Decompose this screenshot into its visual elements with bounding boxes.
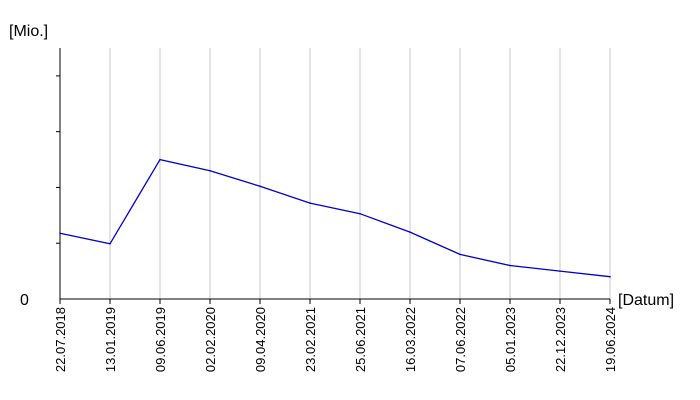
grid-lines bbox=[109, 48, 611, 299]
x-tick-label: 23.02.2021 bbox=[303, 307, 318, 372]
x-tick-label: 02.02.2020 bbox=[203, 307, 218, 372]
data-point bbox=[409, 231, 411, 233]
ticks bbox=[56, 75, 611, 304]
x-tick-label: 25.06.2021 bbox=[353, 307, 368, 372]
y-axis-label: [Mio.] bbox=[9, 23, 48, 40]
x-tick-label: 16.03.2022 bbox=[403, 307, 418, 372]
data-point bbox=[559, 270, 561, 272]
x-tick-label: 19.06.2024 bbox=[603, 307, 618, 372]
data-point bbox=[609, 275, 611, 278]
x-tick-label: 05.01.2023 bbox=[503, 307, 518, 372]
y-tick-label-zero: 0 bbox=[20, 292, 29, 309]
data-point bbox=[159, 158, 161, 161]
data-point bbox=[359, 212, 361, 215]
data-point bbox=[109, 242, 111, 245]
data-point bbox=[259, 185, 261, 188]
x-tick-label: 09.04.2020 bbox=[253, 307, 268, 372]
data-point bbox=[59, 232, 61, 234]
x-tick-labels: 22.07.2018 13.01.2019 09.06.2019 02.02.2020… bbox=[53, 307, 618, 372]
axes bbox=[59, 48, 610, 300]
x-tick-label: 22.12.2023 bbox=[553, 307, 568, 372]
data-point bbox=[309, 202, 311, 204]
data-point bbox=[209, 169, 211, 172]
x-tick-label: 09.06.2019 bbox=[153, 307, 168, 372]
x-tick-label: 07.06.2022 bbox=[453, 307, 468, 372]
data-point bbox=[509, 264, 511, 267]
x-tick-label: 22.07.2018 bbox=[53, 307, 68, 372]
series bbox=[59, 158, 611, 278]
data-point bbox=[459, 253, 461, 256]
x-tick-label: 13.01.2019 bbox=[103, 307, 118, 372]
series-line bbox=[59, 158, 611, 278]
x-axis-label: [Datum] bbox=[618, 292, 674, 309]
